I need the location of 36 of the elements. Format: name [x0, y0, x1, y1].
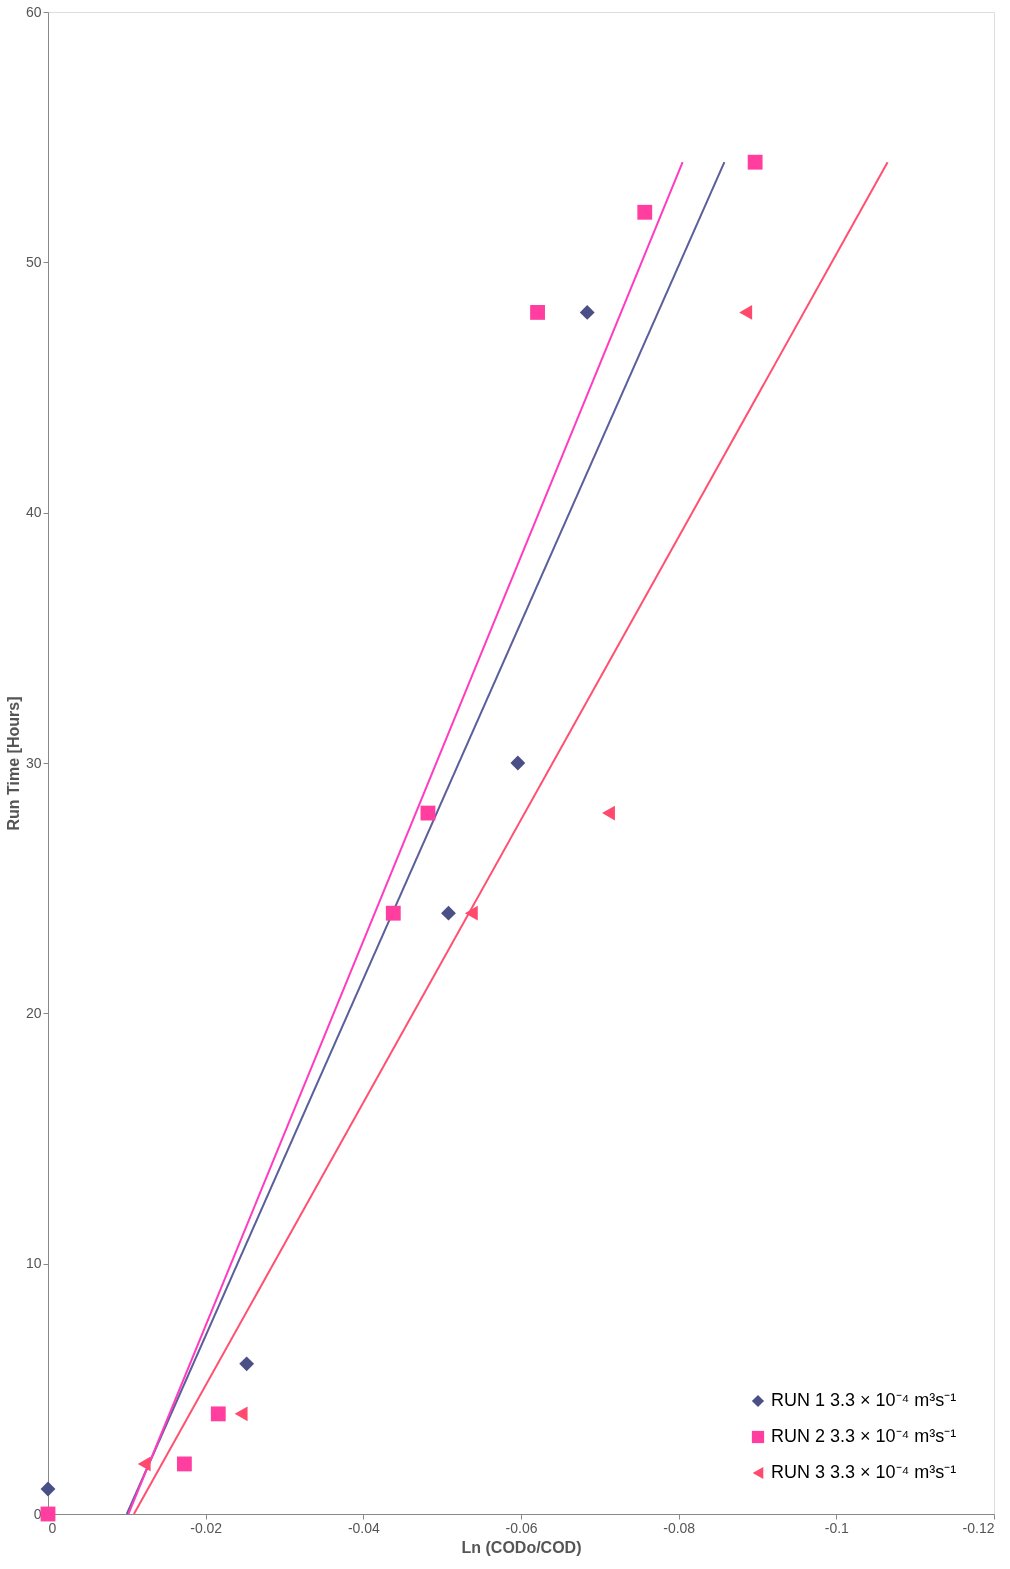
legend-label: RUN 2 3.3 × 10⁻⁴ m³s⁻¹ [771, 1426, 957, 1446]
point [441, 905, 456, 921]
point [176, 1456, 192, 1472]
point [530, 304, 545, 320]
y-tick-label: 0 [33, 1505, 42, 1522]
y-axis-title: Run Time [Hours] [4, 696, 22, 831]
point [40, 1506, 56, 1522]
x-tick-label: -0.08 [663, 1519, 696, 1536]
x-tick-label: 0 [48, 1519, 57, 1536]
point [385, 905, 401, 921]
point [637, 204, 653, 220]
point [747, 154, 763, 170]
y-tick-label: 40 [25, 504, 42, 521]
point [239, 1356, 255, 1372]
y-tick-label: 30 [25, 754, 42, 771]
y-tick-label: 10 [25, 1255, 42, 1272]
point [234, 1406, 248, 1422]
point [510, 755, 526, 771]
y-tick-label: 50 [25, 253, 42, 270]
x-tick-label: -0.12 [962, 1519, 995, 1536]
point [210, 1406, 226, 1422]
y-tick-label: 20 [25, 1004, 42, 1021]
point [464, 905, 478, 921]
point [602, 805, 615, 821]
point [579, 304, 595, 320]
legend-label: RUN 3 3.3 × 10⁻⁴ m³s⁻¹ [771, 1462, 957, 1482]
point [739, 304, 753, 320]
point [40, 1481, 56, 1497]
x-tick-label: -0.06 [505, 1519, 538, 1536]
x-axis-title: Ln (CODo/COD) [461, 1538, 582, 1556]
x-tick-label: -0.04 [347, 1519, 380, 1536]
legend-label: RUN 1 3.3 × 10⁻⁴ m³s⁻¹ [771, 1390, 957, 1410]
point [137, 1456, 151, 1472]
x-tick-label: -0.1 [824, 1519, 850, 1536]
y-tick-label: 60 [25, 3, 42, 20]
x-tick-label: -0.02 [190, 1519, 223, 1536]
